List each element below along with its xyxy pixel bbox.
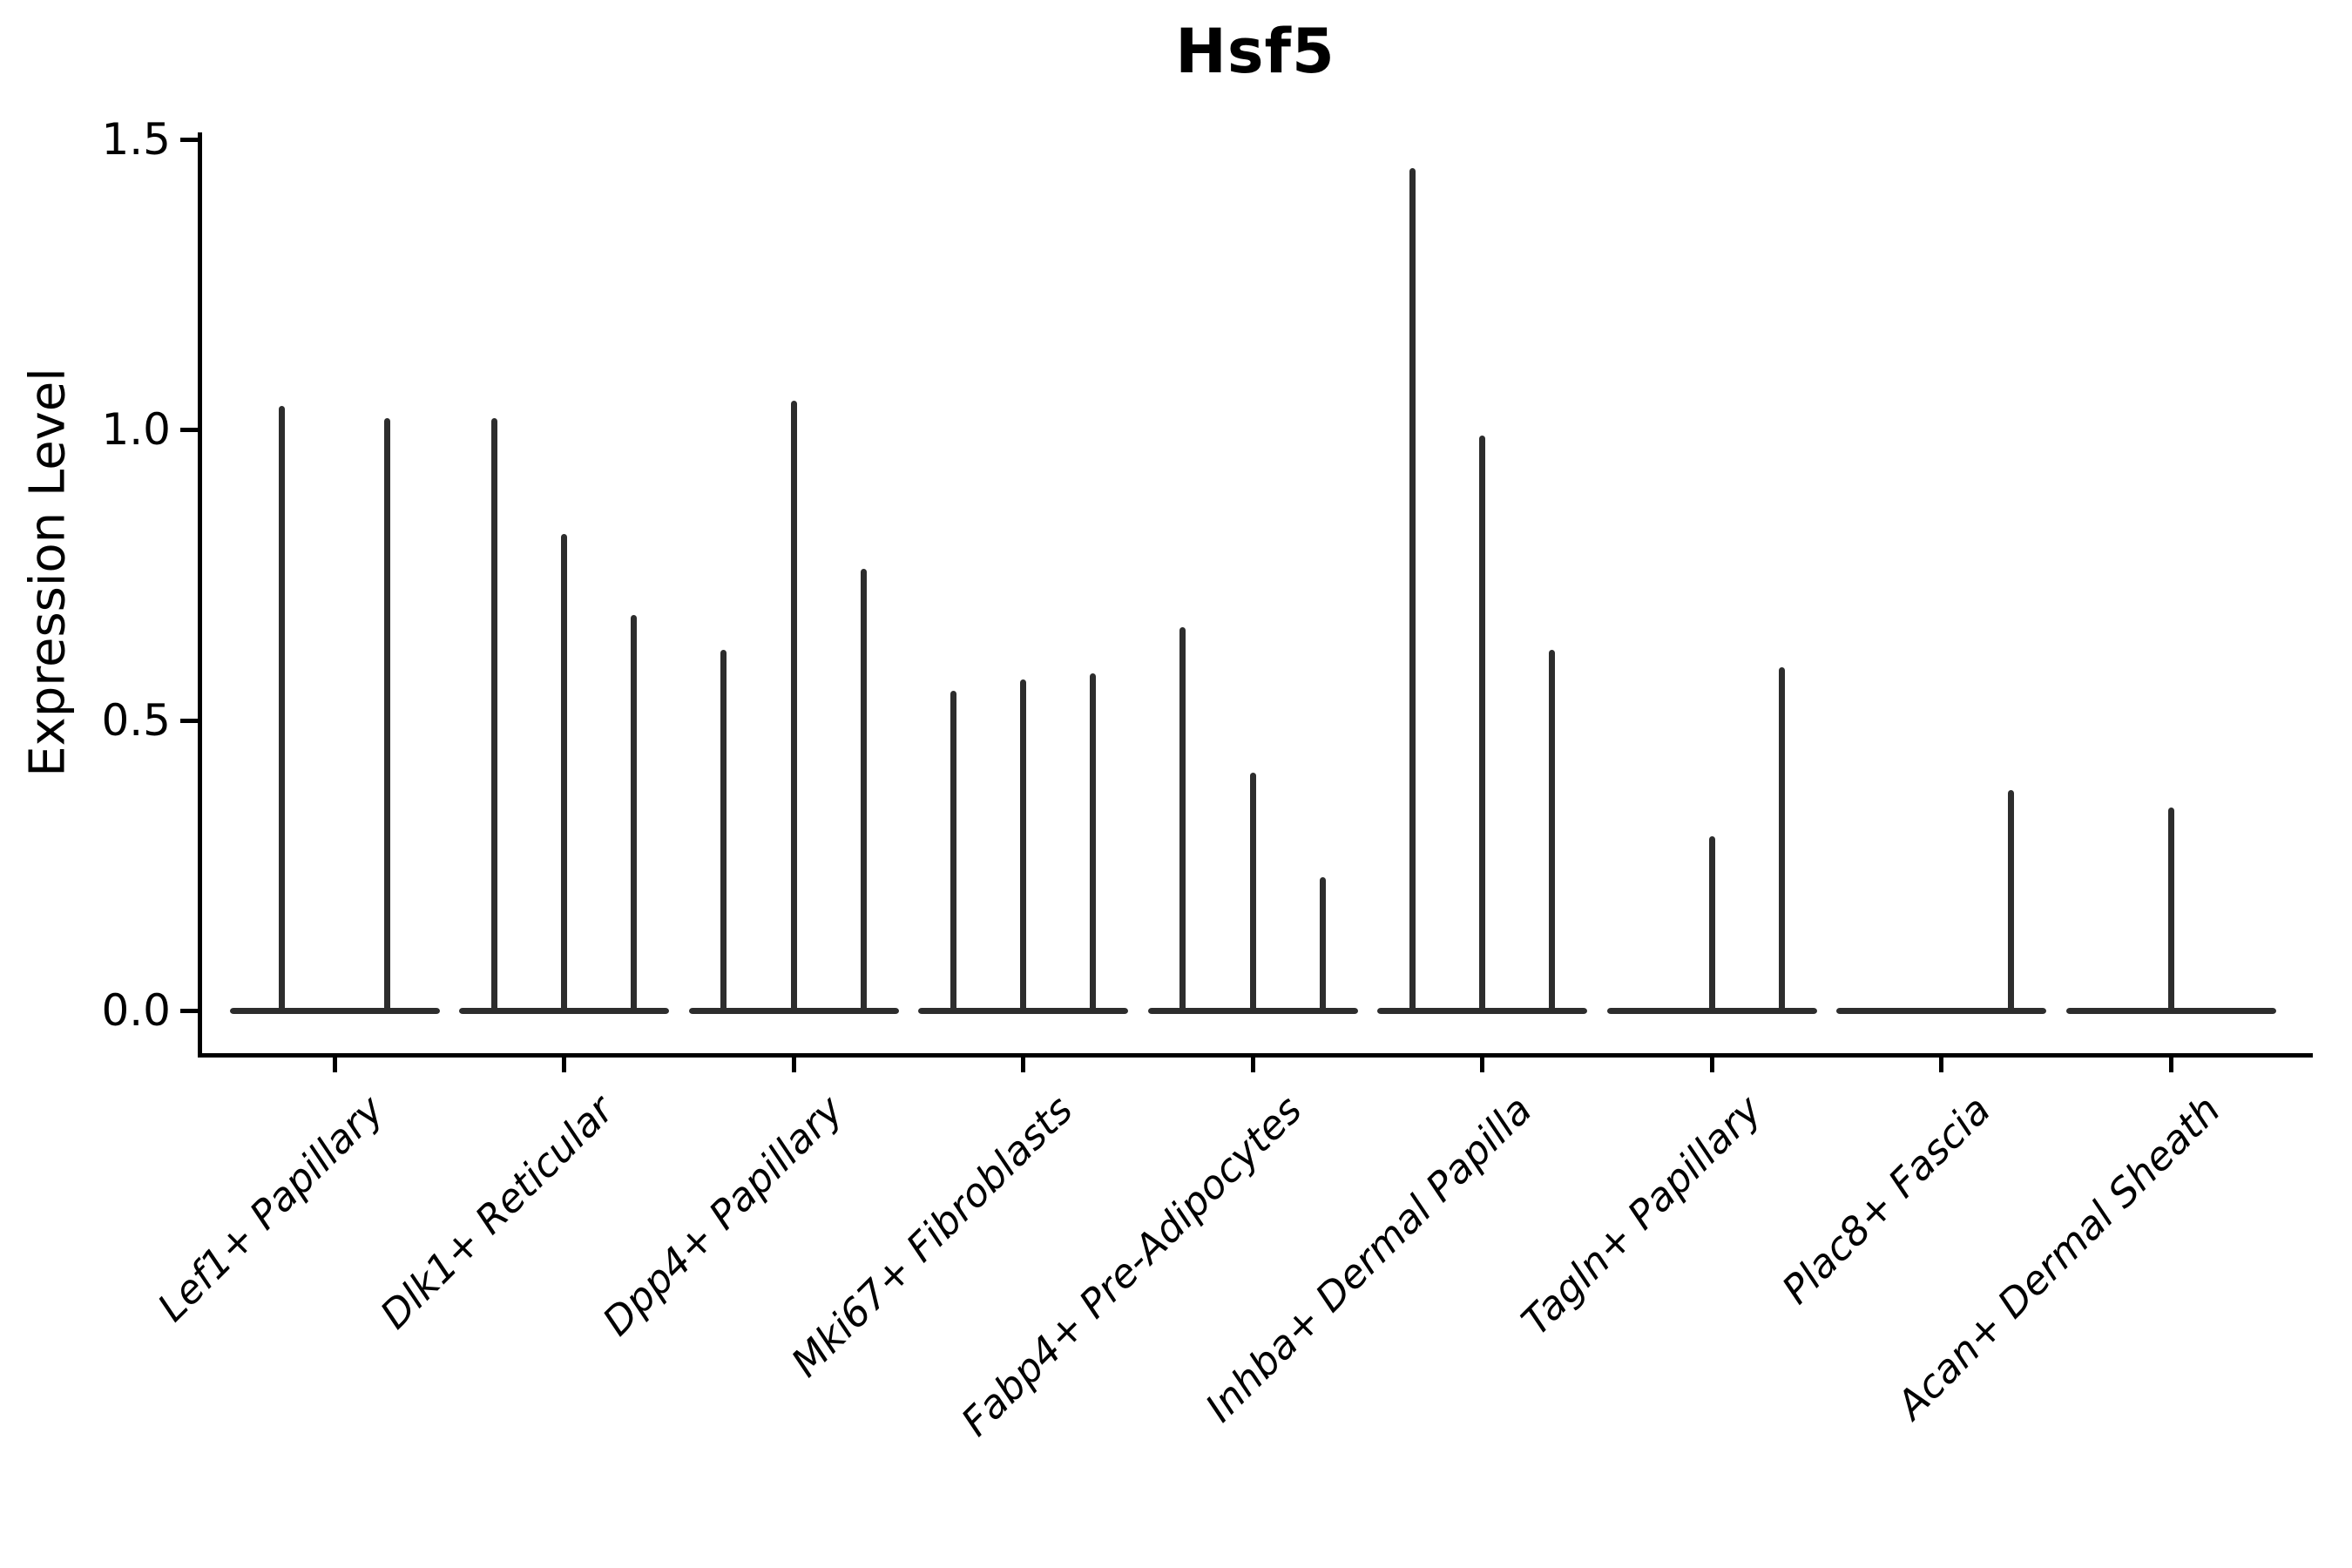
x-tick — [1939, 1058, 1943, 1072]
violin-spike — [1249, 772, 1256, 1012]
x-tick — [2168, 1058, 2173, 1072]
x-tick-label: Dpp4+ Papillary — [593, 1086, 852, 1345]
violin-spike — [1179, 626, 1186, 1012]
x-axis-line — [198, 1053, 2313, 1058]
x-tick-label: Tagln+ Papillary — [1511, 1086, 1770, 1345]
violin-spike — [720, 650, 727, 1012]
x-tick — [1480, 1058, 1484, 1072]
x-tick — [562, 1058, 566, 1072]
x-tick — [791, 1058, 796, 1072]
violin-spike — [631, 615, 638, 1012]
chart-title: Hsf5 — [1175, 16, 1335, 87]
violin-spike — [490, 417, 497, 1012]
y-tick — [180, 137, 198, 142]
violin-spike — [1409, 167, 1416, 1012]
violin-baseline — [229, 1008, 440, 1014]
violin-spike — [1090, 673, 1097, 1012]
x-tick-label: Lef1+ Papillary — [148, 1086, 393, 1331]
x-tick — [1709, 1058, 1714, 1072]
y-tick — [180, 428, 198, 432]
violin-spike — [2167, 807, 2174, 1012]
violin-spike — [1778, 667, 1785, 1012]
x-tick — [1021, 1058, 1025, 1072]
violin-spike — [383, 417, 390, 1012]
y-axis-line — [198, 132, 202, 1058]
y-tick-label: 1.5 — [101, 113, 171, 165]
violin-spike — [790, 400, 797, 1012]
y-tick — [180, 1009, 198, 1013]
violin-spike — [1708, 835, 1715, 1012]
x-tick-label: Plac8+ Fascia — [1773, 1086, 2000, 1314]
y-tick-label: 1.0 — [101, 404, 171, 455]
violin-spike — [1020, 679, 1026, 1012]
violin-spike — [2008, 789, 2015, 1012]
violin-spike — [561, 534, 567, 1012]
violin-spike — [1549, 650, 1556, 1012]
violin-spike — [1319, 876, 1326, 1012]
violin-spike — [860, 569, 867, 1012]
x-tick-label: Dlk1+ Reticular — [370, 1086, 623, 1338]
violin-spike — [1479, 435, 1485, 1012]
x-tick — [332, 1058, 337, 1072]
violin-baseline — [1836, 1008, 2046, 1014]
violin-spike — [279, 406, 286, 1012]
violin-spike — [950, 691, 956, 1012]
y-tick — [180, 718, 198, 723]
x-tick — [1250, 1058, 1255, 1072]
y-tick-label: 0.0 — [101, 985, 171, 1036]
y-tick-label: 0.5 — [101, 694, 171, 746]
